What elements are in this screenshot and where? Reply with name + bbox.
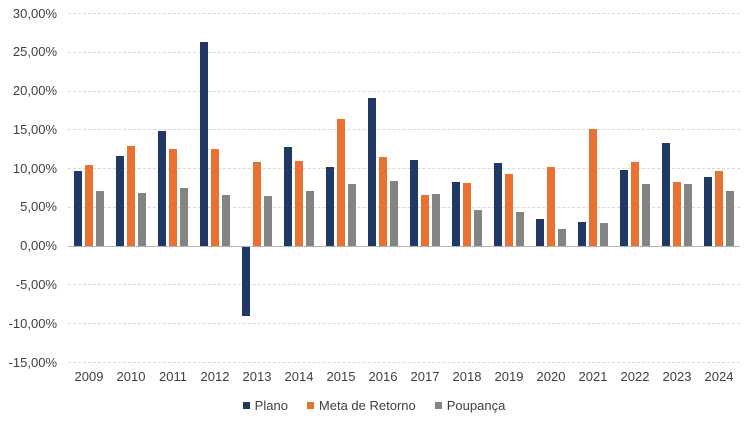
x-tick-label-2019: 2019 <box>494 369 524 384</box>
y-tick-label: 0,00% <box>20 238 57 254</box>
x-tick-label-2010: 2010 <box>116 369 146 384</box>
bar-meta-de-retorno-2021 <box>589 128 597 246</box>
y-tick-label: -15,00% <box>8 354 57 370</box>
bar-meta-de-retorno-2012 <box>211 148 219 246</box>
legend-label: Meta de Retorno <box>318 398 416 413</box>
legend-item-meta-de-retorno: Meta de Retorno <box>306 398 416 413</box>
bar-poupança-2012 <box>222 195 230 246</box>
bar-poupança-2017 <box>432 194 440 246</box>
x-tick-label-2021: 2021 <box>578 369 608 384</box>
gridline <box>68 168 740 170</box>
x-tick-label-2020: 2020 <box>536 369 566 384</box>
bar-plano-2019 <box>494 163 502 246</box>
x-tick-label-2023: 2023 <box>662 369 692 384</box>
legend-marker-icon <box>434 402 442 409</box>
y-tick-label: 20,00% <box>12 83 57 99</box>
x-tick-label-2013: 2013 <box>242 369 272 384</box>
bar-plano-2017 <box>410 160 418 246</box>
bar-poupança-2020 <box>558 229 566 246</box>
y-tick-label: 15,00% <box>12 121 57 137</box>
bar-poupança-2021 <box>600 223 608 246</box>
bar-meta-de-retorno-2014 <box>295 161 303 246</box>
bar-meta-de-retorno-2010 <box>127 146 135 246</box>
x-tick-label-2024: 2024 <box>704 369 734 384</box>
bar-plano-2023 <box>662 143 670 246</box>
y-tick-label: 25,00% <box>12 44 57 60</box>
bar-plano-2024 <box>704 176 712 246</box>
legend-item-poupança: Poupança <box>434 398 506 413</box>
bar-plano-2013 <box>242 246 250 317</box>
y-tick-label: 30,00% <box>12 5 57 21</box>
bar-poupança-2022 <box>642 184 650 246</box>
bar-poupança-2014 <box>306 190 314 246</box>
bar-poupança-2019 <box>516 212 524 246</box>
bar-plano-2020 <box>536 219 544 246</box>
bar-meta-de-retorno-2022 <box>631 161 639 246</box>
gridline <box>68 323 740 325</box>
gridline <box>68 90 740 92</box>
y-tick-label: -5,00% <box>15 276 57 292</box>
x-tick-label-2014: 2014 <box>284 369 314 384</box>
bar-meta-de-retorno-2015 <box>337 119 345 246</box>
bar-poupança-2010 <box>138 192 146 246</box>
bar-poupança-2016 <box>390 181 398 246</box>
gridline <box>68 129 740 131</box>
x-tick-label-2017: 2017 <box>410 369 440 384</box>
gridline <box>68 284 740 286</box>
bar-meta-de-retorno-2011 <box>169 149 177 246</box>
bar-plano-2012 <box>200 41 208 246</box>
bar-plano-2021 <box>578 221 586 246</box>
gridline <box>68 206 740 208</box>
bar-meta-de-retorno-2009 <box>85 165 93 246</box>
y-tick-label: 5,00% <box>20 199 57 215</box>
bar-meta-de-retorno-2013 <box>253 161 261 246</box>
bar-poupança-2013 <box>264 196 272 246</box>
bar-plano-2016 <box>368 98 376 246</box>
legend-marker-icon <box>242 402 250 409</box>
legend-label: Poupança <box>446 398 506 413</box>
x-tick-label-2015: 2015 <box>326 369 356 384</box>
bar-poupança-2024 <box>726 191 734 246</box>
bar-plano-2014 <box>284 147 292 246</box>
plot-area <box>68 13 740 363</box>
bar-meta-de-retorno-2016 <box>379 157 387 246</box>
legend-item-plano: Plano <box>242 398 288 413</box>
gridline <box>68 51 740 53</box>
bar-meta-de-retorno-2023 <box>673 182 681 246</box>
x-tick-label-2016: 2016 <box>368 369 398 384</box>
bar-plano-2018 <box>452 182 460 246</box>
bar-meta-de-retorno-2018 <box>463 182 471 246</box>
bar-plano-2015 <box>326 167 334 246</box>
x-tick-label-2011: 2011 <box>159 369 187 384</box>
x-axis: 2009 2010 2011 2012 2013 2014 2015 2016 2017 2018… <box>68 369 740 387</box>
bar-plano-2009 <box>74 171 82 246</box>
y-tick-label: 10,00% <box>12 160 57 176</box>
gridline <box>68 13 740 14</box>
y-axis: 30,00% 25,00% 20,00% 15,00% 10,00% 5,00% 0,00%… <box>0 6 62 370</box>
x-tick-label-2012: 2012 <box>200 369 230 384</box>
bar-poupança-2015 <box>348 183 356 246</box>
legend-label: Plano <box>254 398 288 413</box>
bar-plano-2022 <box>620 169 628 246</box>
bar-plano-2010 <box>116 155 124 246</box>
x-tick-label-2018: 2018 <box>452 369 482 384</box>
legend-marker-icon <box>306 402 314 409</box>
bar-poupança-2018 <box>474 209 482 246</box>
legend: Plano Meta de Retorno Poupança <box>0 398 748 413</box>
x-tick-label-2009: 2009 <box>74 369 104 384</box>
bar-meta-de-retorno-2020 <box>547 166 555 246</box>
zero-axis-line <box>68 245 740 247</box>
bar-poupança-2011 <box>180 187 188 246</box>
bar-poupança-2009 <box>96 190 104 246</box>
bar-meta-de-retorno-2024 <box>715 171 723 246</box>
bar-plano-2011 <box>158 130 166 246</box>
gridline <box>68 362 740 363</box>
bar-meta-de-retorno-2017 <box>421 195 429 246</box>
bar-poupança-2023 <box>684 183 692 246</box>
x-tick-label-2022: 2022 <box>620 369 650 384</box>
y-tick-label: -10,00% <box>8 315 57 331</box>
bar-meta-de-retorno-2019 <box>505 174 513 246</box>
